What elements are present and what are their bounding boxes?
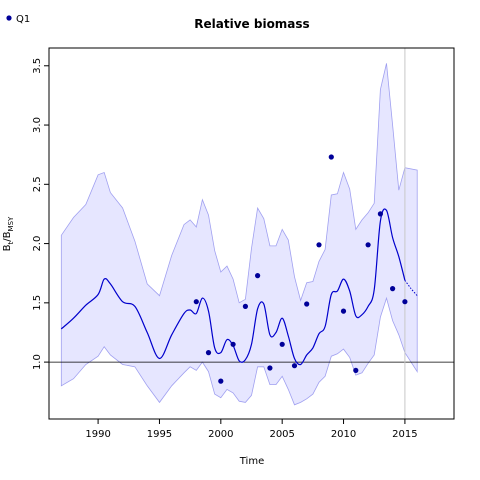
y-tick-label: 2.0 [32, 236, 43, 252]
y-tick-label: 1.0 [32, 354, 43, 370]
observation-point [304, 301, 310, 307]
confidence-band [60, 63, 418, 406]
observation-point [340, 308, 347, 314]
x-tick-label: 2000 [208, 429, 233, 440]
y-label-sub1: t [7, 241, 15, 244]
observation-point [218, 378, 224, 384]
observation-point [402, 299, 408, 305]
observation-point [377, 211, 383, 217]
y-tick-label: 2.5 [32, 176, 43, 192]
x-axis-label: Time [239, 456, 264, 467]
observation-point [390, 286, 396, 292]
x-tick-label: 2010 [331, 429, 356, 440]
observation-point [353, 367, 359, 373]
observation-point [291, 363, 298, 369]
x-tick-label: 1990 [85, 429, 110, 440]
observation-point [255, 273, 261, 279]
y-tick-label: 3.0 [32, 117, 43, 133]
legend: Q1 [6, 14, 30, 25]
y-axis: 1.0 1.5 2.0 2.5 3.0 3.5 [32, 58, 49, 370]
x-tick-label: 2005 [269, 429, 294, 440]
projection-line [404, 280, 418, 297]
x-tick-label: 2015 [392, 429, 417, 440]
observation-point [205, 350, 212, 356]
y-tick-label: 1.5 [32, 295, 43, 311]
y-axis-label: Bt/BMSY [2, 216, 15, 251]
observation-point [316, 242, 322, 248]
observation-point [328, 154, 334, 160]
x-axis: 1990 1995 2000 2005 2010 2015 [85, 419, 418, 440]
observation-point [193, 299, 199, 305]
observation-point [242, 303, 248, 309]
plot-frame [48, 47, 455, 420]
y-label-main: B [2, 244, 13, 251]
observation-point [267, 365, 273, 371]
y-label-mid: /B [2, 231, 13, 241]
biomass-estimate-line [60, 208, 406, 366]
legend-marker [6, 15, 12, 21]
chart-title: Relative biomass [194, 17, 309, 31]
observation-point [365, 242, 371, 248]
legend-label: Q1 [16, 14, 30, 25]
plot-area [49, 48, 454, 419]
y-label-sub2: MSY [7, 216, 15, 231]
observation-point [279, 341, 285, 347]
y-tick-label: 3.5 [32, 58, 43, 74]
x-tick-label: 1995 [147, 429, 172, 440]
observation-point [230, 341, 236, 347]
